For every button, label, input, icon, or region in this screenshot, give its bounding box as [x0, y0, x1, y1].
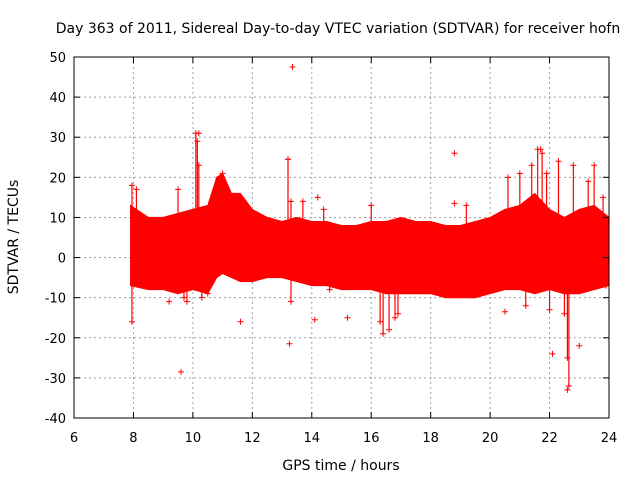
data-point	[326, 286, 333, 293]
y-tick-label: -20	[45, 332, 66, 347]
data-point	[591, 162, 598, 169]
data-point	[320, 206, 327, 213]
y-tick-label: 10	[49, 211, 66, 226]
y-tick-label: -30	[45, 372, 66, 387]
data-point	[504, 174, 511, 181]
x-tick-label: 14	[304, 431, 321, 446]
data-point	[287, 198, 294, 205]
data-point	[451, 150, 458, 157]
y-tick-label: -10	[45, 292, 66, 307]
data-point	[287, 298, 294, 305]
data-point	[286, 340, 293, 347]
data-point	[386, 326, 393, 333]
plot-frame	[73, 56, 610, 419]
x-tick-label: 10	[185, 431, 202, 446]
data-point	[178, 368, 184, 375]
y-tick-label: 20	[49, 171, 66, 186]
data-point	[237, 318, 244, 325]
chart-title: Day 363 of 2011, Sidereal Day-to-day VTE…	[56, 21, 620, 37]
data-point	[392, 314, 398, 321]
data-point	[289, 64, 296, 71]
data-point	[600, 194, 607, 201]
y-tick-label: 30	[49, 131, 66, 146]
data-point	[561, 310, 568, 317]
data-point	[539, 150, 546, 157]
data-point	[516, 170, 523, 177]
data-point	[585, 178, 592, 185]
data-point	[546, 306, 553, 313]
data-point	[311, 316, 318, 323]
data-point	[501, 308, 508, 315]
x-tick-label: 16	[363, 431, 380, 446]
x-tick-label: 8	[129, 431, 137, 446]
x-tick-label: 18	[422, 431, 439, 446]
x-axis-title: GPS time / hours	[282, 458, 399, 474]
data-point	[166, 298, 173, 305]
data-point	[344, 314, 351, 321]
data-point	[537, 146, 544, 153]
data-point	[195, 130, 202, 137]
data-point	[522, 302, 529, 309]
data-point	[564, 386, 571, 393]
data-point	[285, 156, 291, 163]
x-tick-label: 12	[244, 431, 261, 446]
data-point	[543, 170, 550, 177]
axis-ticks: 6 8 10 12 14 16 18 20 22 24 -40 -30 -20 -10 0 10 20 30 40 5…	[45, 51, 618, 446]
data-points	[128, 64, 610, 393]
data-point	[549, 350, 556, 357]
data-point	[451, 200, 458, 207]
data-point	[195, 162, 202, 169]
x-tick-label: 20	[482, 431, 499, 446]
data-point	[576, 342, 583, 349]
y-tick-label: -40	[45, 412, 66, 427]
data-point	[377, 318, 384, 325]
data-point	[394, 310, 401, 317]
data-point	[570, 162, 577, 169]
y-axis-title: SDTVAR / TECUs	[6, 180, 22, 295]
data-point	[314, 194, 321, 201]
data-point	[175, 186, 182, 193]
data-point	[463, 202, 470, 209]
data-point	[183, 298, 190, 305]
data-point	[219, 170, 226, 177]
data-point	[555, 158, 562, 165]
y-tick-label: 50	[49, 51, 66, 66]
data-point	[603, 282, 610, 289]
data-point	[133, 186, 140, 193]
data-point	[128, 182, 135, 189]
data-point	[128, 318, 135, 325]
data-point	[180, 294, 187, 301]
data-point	[198, 294, 205, 301]
x-tick-label: 6	[70, 431, 78, 446]
data-point	[194, 138, 201, 145]
x-tick-label: 22	[541, 431, 558, 446]
data-point	[204, 290, 211, 297]
data-point	[564, 354, 571, 361]
data-point	[380, 330, 387, 337]
y-tick-label: 0	[58, 252, 66, 267]
data-point	[368, 202, 375, 209]
data-point	[528, 162, 535, 169]
data-point	[565, 382, 572, 389]
y-tick-label: 40	[49, 91, 66, 106]
x-tick-label: 24	[601, 431, 618, 446]
data-point	[299, 198, 306, 205]
